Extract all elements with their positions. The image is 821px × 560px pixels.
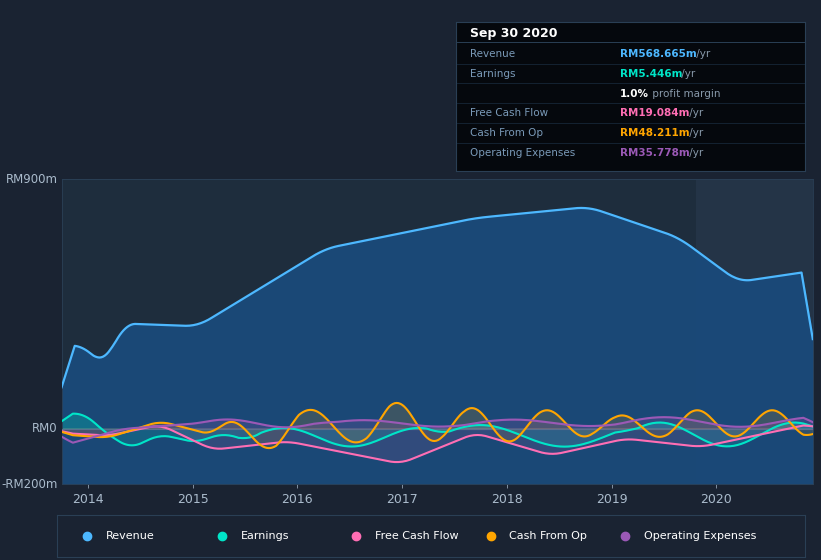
Text: /yr: /yr	[693, 49, 710, 59]
Text: profit margin: profit margin	[649, 88, 721, 99]
Text: Earnings: Earnings	[241, 531, 289, 541]
Text: RM900m: RM900m	[6, 172, 57, 186]
Text: Sep 30 2020: Sep 30 2020	[470, 27, 557, 40]
Text: Cash From Op: Cash From Op	[510, 531, 587, 541]
Text: Free Cash Flow: Free Cash Flow	[470, 109, 548, 118]
Text: /yr: /yr	[686, 128, 703, 138]
Text: RM0: RM0	[32, 422, 57, 436]
Text: Free Cash Flow: Free Cash Flow	[375, 531, 459, 541]
Bar	[696, 179, 813, 484]
Text: RM19.084m: RM19.084m	[620, 109, 689, 118]
Text: Earnings: Earnings	[470, 69, 515, 79]
Text: -RM200m: -RM200m	[2, 478, 57, 491]
Text: RM48.211m: RM48.211m	[620, 128, 690, 138]
Text: /yr: /yr	[686, 148, 703, 158]
Text: RM35.778m: RM35.778m	[620, 148, 690, 158]
Text: Operating Expenses: Operating Expenses	[644, 531, 756, 541]
Text: /yr: /yr	[678, 69, 695, 79]
Text: RM568.665m: RM568.665m	[620, 49, 696, 59]
Text: 1.0%: 1.0%	[620, 88, 649, 99]
Text: Revenue: Revenue	[106, 531, 155, 541]
Text: /yr: /yr	[686, 109, 703, 118]
Text: RM5.446m: RM5.446m	[620, 69, 682, 79]
Text: Cash From Op: Cash From Op	[470, 128, 543, 138]
Text: Revenue: Revenue	[470, 49, 515, 59]
Text: Operating Expenses: Operating Expenses	[470, 148, 575, 158]
